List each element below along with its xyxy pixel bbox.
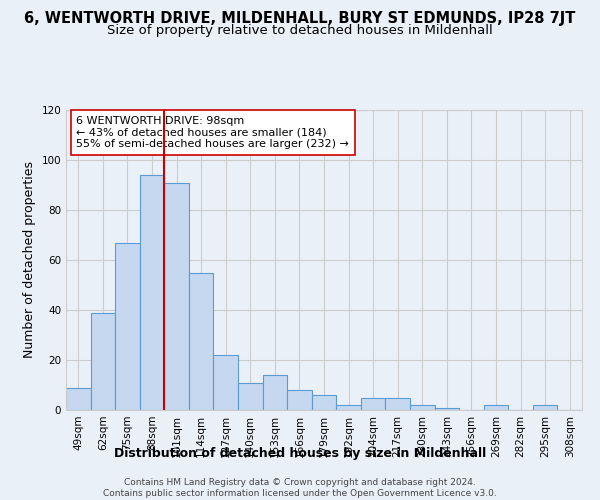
Bar <box>361 398 385 410</box>
Bar <box>533 405 557 410</box>
Text: 6 WENTWORTH DRIVE: 98sqm
← 43% of detached houses are smaller (184)
55% of semi-: 6 WENTWORTH DRIVE: 98sqm ← 43% of detach… <box>76 116 349 149</box>
Text: Size of property relative to detached houses in Mildenhall: Size of property relative to detached ho… <box>107 24 493 37</box>
Bar <box>214 355 238 410</box>
Bar <box>434 408 459 410</box>
Bar <box>140 175 164 410</box>
Bar <box>312 395 336 410</box>
Text: Contains HM Land Registry data © Crown copyright and database right 2024.
Contai: Contains HM Land Registry data © Crown c… <box>103 478 497 498</box>
Bar <box>164 182 189 410</box>
Bar <box>385 398 410 410</box>
Bar <box>410 405 434 410</box>
Bar <box>484 405 508 410</box>
Bar <box>238 382 263 410</box>
Y-axis label: Number of detached properties: Number of detached properties <box>23 162 36 358</box>
Bar <box>263 375 287 410</box>
Bar <box>66 388 91 410</box>
Bar <box>115 242 140 410</box>
Bar <box>189 272 214 410</box>
Bar <box>287 390 312 410</box>
Text: 6, WENTWORTH DRIVE, MILDENHALL, BURY ST EDMUNDS, IP28 7JT: 6, WENTWORTH DRIVE, MILDENHALL, BURY ST … <box>25 11 575 26</box>
Bar <box>91 312 115 410</box>
Text: Distribution of detached houses by size in Mildenhall: Distribution of detached houses by size … <box>114 448 486 460</box>
Bar <box>336 405 361 410</box>
